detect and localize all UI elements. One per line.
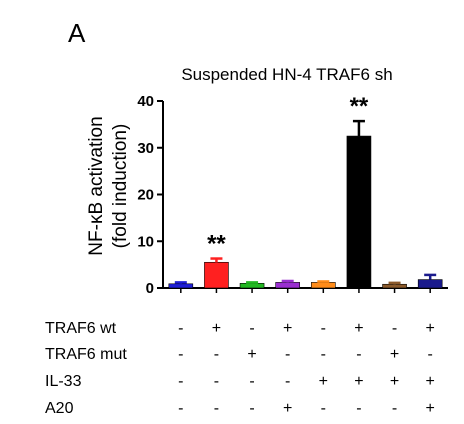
minus-sign: - [249,320,254,337]
plus-sign: + [390,373,399,390]
minus-sign: - [214,400,219,417]
minus-sign: - [214,373,219,390]
minus-sign: - [249,373,254,390]
minus-sign: - [214,346,219,363]
minus-sign: - [178,373,183,390]
plus-sign: + [283,320,292,337]
y-tick-label: 20 [137,187,154,204]
bar-6 [346,135,372,289]
minus-sign: - [321,320,326,337]
y-tick-label: 30 [137,140,154,157]
minus-sign: - [356,400,361,417]
plus-sign: + [390,346,399,363]
bar-5 [311,282,336,289]
chart-title: Suspended HN-4 TRAF6 sh [181,65,392,84]
condition-label: TRAF6 wt [45,320,117,337]
minus-sign: - [285,346,290,363]
bar-4 [275,282,300,289]
minus-sign: - [428,346,433,363]
bar-3 [239,283,265,289]
minus-sign: - [178,400,183,417]
bar-7 [382,283,407,289]
minus-sign: - [392,400,397,417]
y-tick-label: 0 [146,280,154,297]
minus-sign: - [321,346,326,363]
plus-sign: + [212,320,221,337]
minus-sign: - [249,400,254,417]
minus-sign: - [178,346,183,363]
plus-sign: + [319,373,328,390]
bar-2 [204,261,229,289]
minus-sign: - [356,346,361,363]
plus-sign: + [247,346,256,363]
bar-1 [168,283,194,289]
plus-sign: + [426,373,435,390]
panel-letter: A [68,18,86,48]
condition-label: IL-33 [45,373,82,390]
plus-sign: + [354,373,363,390]
plus-sign: + [426,400,435,417]
y-axis-label-line1: NF-κB activation [86,116,107,255]
y-tick-label: 40 [137,93,154,110]
bar-8 [417,279,443,289]
plus-sign: + [283,400,292,417]
minus-sign: - [321,400,326,417]
condition-table: TRAF6 wt - + - + - + - + TRAF6 mut - - + - - - + - IL-33 - -… [45,320,435,417]
plus-sign: + [354,320,363,337]
condition-label: A20 [45,400,74,417]
y-tick-label: 10 [137,233,154,250]
plot-area: 0 10 20 30 40 ** ** [137,93,448,297]
y-axis-label: NF-κB activation (fold induction) [86,116,131,255]
minus-sign: - [285,373,290,390]
minus-sign: - [178,320,183,337]
significance-marker: ** [207,231,226,258]
plus-sign: + [426,320,435,337]
y-axis-label-line2: (fold induction) [110,124,131,249]
significance-marker: ** [350,93,369,120]
condition-label: TRAF6 mut [45,346,127,363]
minus-sign: - [392,320,397,337]
